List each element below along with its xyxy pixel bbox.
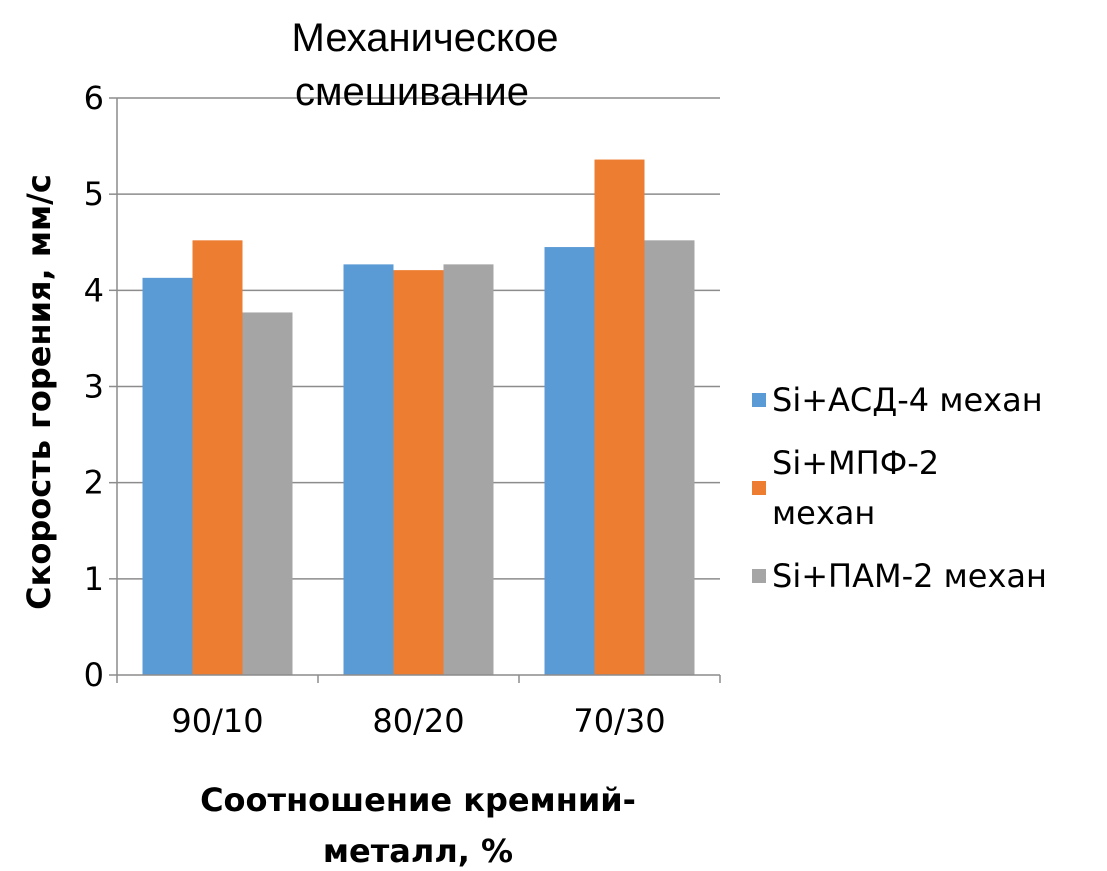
y-tick-label: 3 [84, 368, 104, 406]
legend-label: Si+МПФ-2 [772, 444, 939, 482]
axes [109, 97, 721, 683]
y-tick-label: 5 [84, 175, 104, 213]
bar [644, 240, 695, 675]
bar [443, 264, 494, 675]
chart-title-line-1: Механическое [292, 16, 559, 60]
legend: Si+АСД-4 механ Si+МПФ-2 механ Si+ПАМ-2 меха… [752, 381, 1047, 595]
y-tick-labels: 0 1 2 3 4 5 6 [84, 79, 104, 694]
legend-swatch [752, 393, 766, 407]
y-tick-label: 0 [84, 656, 104, 694]
x-axis-title-line-2: металл, % [323, 832, 513, 870]
x-tick-label: 90/10 [171, 702, 263, 740]
bar [544, 247, 595, 675]
bar [594, 159, 645, 676]
bar [142, 277, 193, 675]
x-tick-labels: 90/10 80/20 70/30 [171, 702, 665, 740]
y-tick-label: 1 [84, 560, 104, 598]
bars [142, 159, 695, 676]
bar [242, 312, 293, 675]
legend-swatch [752, 481, 766, 495]
bar [393, 270, 444, 675]
x-axis-title-line-1: Соотношение кремний- [200, 781, 636, 819]
legend-label: механ [772, 494, 875, 532]
y-axis-title: Скорость горения, мм/с [20, 174, 58, 610]
legend-label: Si+ПАМ-2 механ [772, 557, 1047, 595]
y-tick-label: 4 [84, 271, 104, 309]
bar [192, 240, 243, 675]
legend-label: Si+АСД-4 механ [772, 381, 1043, 419]
y-tick-label: 6 [84, 79, 104, 117]
legend-swatch [752, 569, 766, 583]
y-tick-label: 2 [84, 464, 104, 502]
x-tick-label: 80/20 [372, 702, 464, 740]
x-tick-label: 70/30 [573, 702, 665, 740]
chart-title-line-2: смешивание [295, 70, 529, 114]
bar [343, 264, 394, 675]
